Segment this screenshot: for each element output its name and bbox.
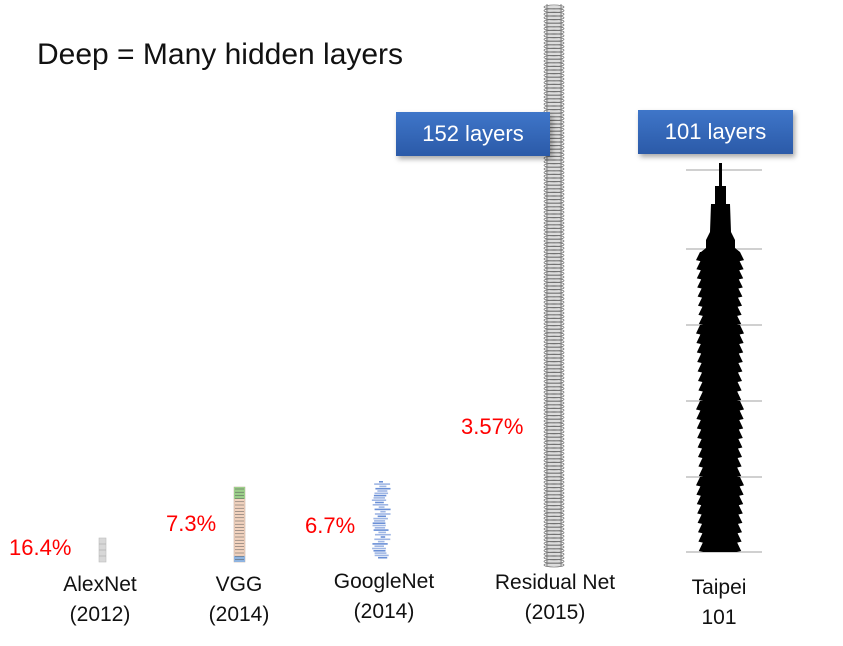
resnet-name: Residual Net — [494, 571, 616, 594]
vgg-error-rate: 7.3% — [166, 511, 217, 536]
vgg-stack-icon — [233, 486, 246, 563]
vgg-year: (2014) — [208, 603, 270, 626]
alexnet-error-rate: 16.4% — [9, 535, 72, 560]
resnet-error-rate: 3.57% — [461, 414, 524, 439]
taipei-year: 101 — [701, 606, 737, 629]
vgg-name: VGG — [215, 573, 263, 596]
alexnet-name: AlexNet — [63, 573, 137, 596]
googlenet-error-rate: 6.7% — [305, 513, 356, 538]
slide-title: Deep = Many hidden layers — [37, 38, 404, 71]
taipei-name: Taipei — [691, 576, 747, 599]
googlenet-name: GoogleNet — [333, 570, 435, 593]
vgg-label: VGG (2014) — [179, 570, 299, 630]
alexnet-year: (2012) — [69, 603, 131, 626]
googlenet-label: GoogleNet (2014) — [314, 567, 454, 627]
taipei-label: Taipei 101 — [659, 573, 779, 633]
taipei-layers-callout: 101 layers — [638, 110, 793, 154]
googlenet-year: (2014) — [353, 600, 415, 623]
resnet-layers-callout: 152 layers — [396, 112, 550, 156]
taipei-101-tower-icon — [686, 163, 762, 553]
resnet-label: Residual Net (2015) — [470, 568, 640, 628]
alexnet-stack-icon — [98, 537, 107, 563]
resnet-year: (2015) — [524, 601, 586, 624]
googlenet-stack-icon — [371, 481, 391, 559]
alexnet-label: AlexNet (2012) — [40, 570, 160, 630]
residual-net-stack-icon — [543, 4, 565, 568]
